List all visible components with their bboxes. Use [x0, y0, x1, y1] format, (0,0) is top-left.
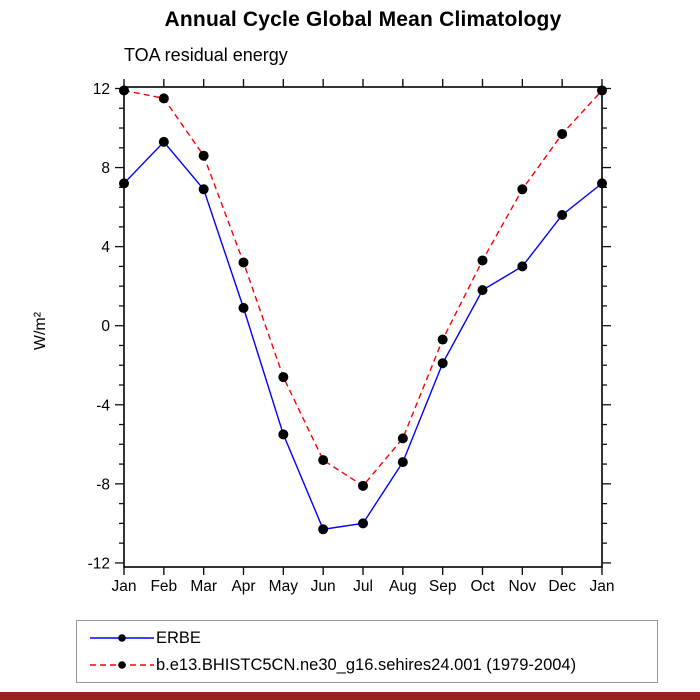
- legend-marker-sample: [118, 634, 126, 642]
- y-tick-label: 8: [101, 160, 110, 177]
- data-point: [119, 85, 129, 96]
- plot-frame: [123, 86, 603, 568]
- model-line-swatch: [90, 661, 154, 669]
- data-point: [119, 178, 129, 189]
- data-point: [198, 184, 209, 195]
- legend-marker-sample: [118, 661, 126, 669]
- data-point: [557, 128, 568, 139]
- legend: ERBE b.e13.BHISTC5CN.ne30_g16.sehires24.…: [76, 620, 658, 683]
- y-tick-label: -4: [96, 397, 110, 414]
- x-tick-label: Sep: [429, 578, 457, 595]
- x-tick-label: May: [269, 578, 299, 595]
- x-tick-label: Jan: [590, 578, 615, 595]
- data-point: [437, 358, 448, 369]
- data-point: [238, 257, 249, 268]
- x-tick-label: Feb: [150, 578, 177, 595]
- legend-item-erbe: ERBE: [77, 625, 657, 651]
- chart-subtitle: TOA residual energy: [124, 45, 288, 65]
- data-point: [517, 261, 528, 272]
- data-point: [358, 480, 368, 491]
- x-tick-label: Jul: [353, 578, 373, 595]
- data-point: [358, 518, 368, 529]
- data-point: [597, 85, 607, 96]
- x-tick-label: Mar: [190, 578, 217, 595]
- data-point: [158, 93, 169, 104]
- model-line: [123, 89, 603, 487]
- data-point: [278, 429, 289, 440]
- data-point: [397, 457, 408, 468]
- data-point: [278, 372, 289, 383]
- x-tick-label: Aug: [389, 578, 417, 595]
- x-tick-label: Apr: [231, 578, 255, 595]
- data-point: [318, 524, 329, 535]
- y-tick-label: -12: [88, 555, 110, 572]
- legend-label-model: b.e13.BHISTC5CN.ne30_g16.sehires24.001 (…: [156, 655, 577, 674]
- data-point: [158, 136, 169, 147]
- data-point: [318, 455, 329, 466]
- x-tick-label: Nov: [509, 578, 537, 595]
- legend-label-erbe: ERBE: [156, 628, 201, 647]
- data-point: [437, 334, 448, 345]
- chart-title: Annual Cycle Global Mean Climatology: [164, 8, 562, 31]
- erbe-line: [123, 140, 603, 531]
- x-tick-label: Dec: [548, 578, 576, 595]
- x-tick-label: Jan: [112, 578, 137, 595]
- y-tick-label: 0: [101, 318, 110, 335]
- data-point: [238, 302, 249, 313]
- data-point: [477, 255, 488, 266]
- data-point: [397, 433, 408, 444]
- y-tick-label: -8: [96, 476, 110, 493]
- y-axis-label: W/m²: [32, 311, 49, 351]
- erbe-line-swatch: [90, 634, 154, 642]
- data-point: [517, 184, 528, 195]
- data-point: [198, 150, 209, 161]
- x-tick-label: Jun: [311, 578, 336, 595]
- y-tick-label: 4: [101, 239, 110, 256]
- legend-item-model: b.e13.BHISTC5CN.ne30_g16.sehires24.001 (…: [77, 652, 657, 678]
- data-point: [557, 210, 568, 221]
- data-point: [477, 285, 488, 296]
- y-tick-label: 12: [93, 81, 110, 98]
- bottom-red-bar: [0, 692, 700, 700]
- x-tick-label: Oct: [470, 578, 495, 595]
- data-point: [597, 178, 607, 189]
